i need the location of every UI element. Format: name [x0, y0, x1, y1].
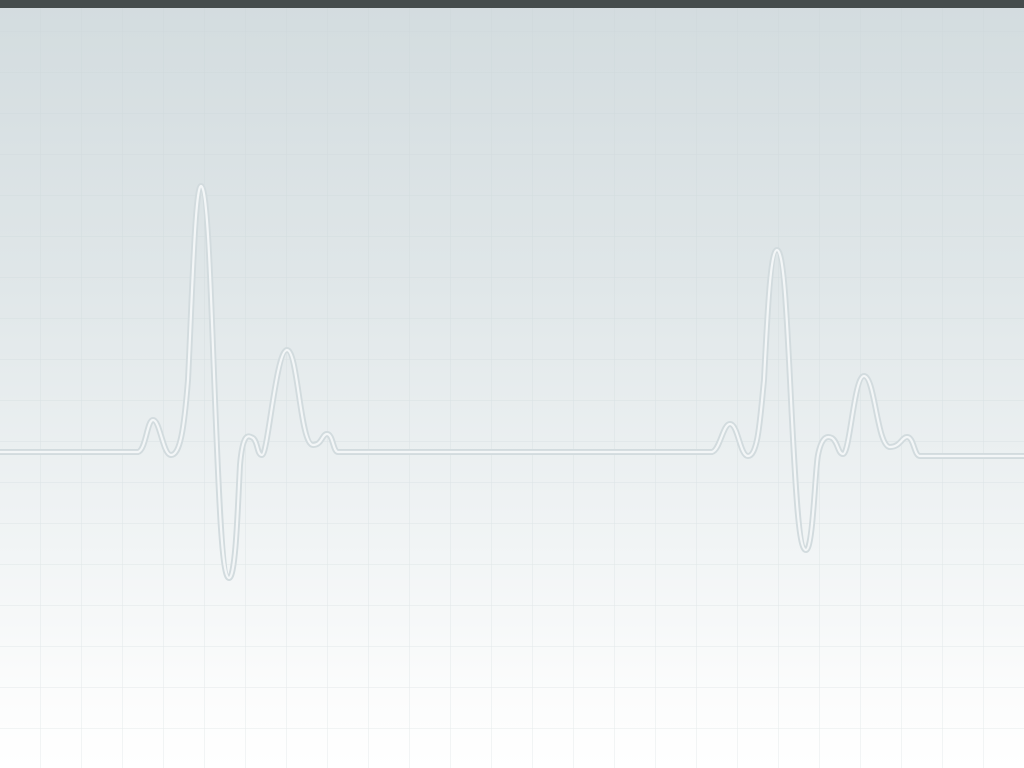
top-bar: [0, 0, 1024, 8]
